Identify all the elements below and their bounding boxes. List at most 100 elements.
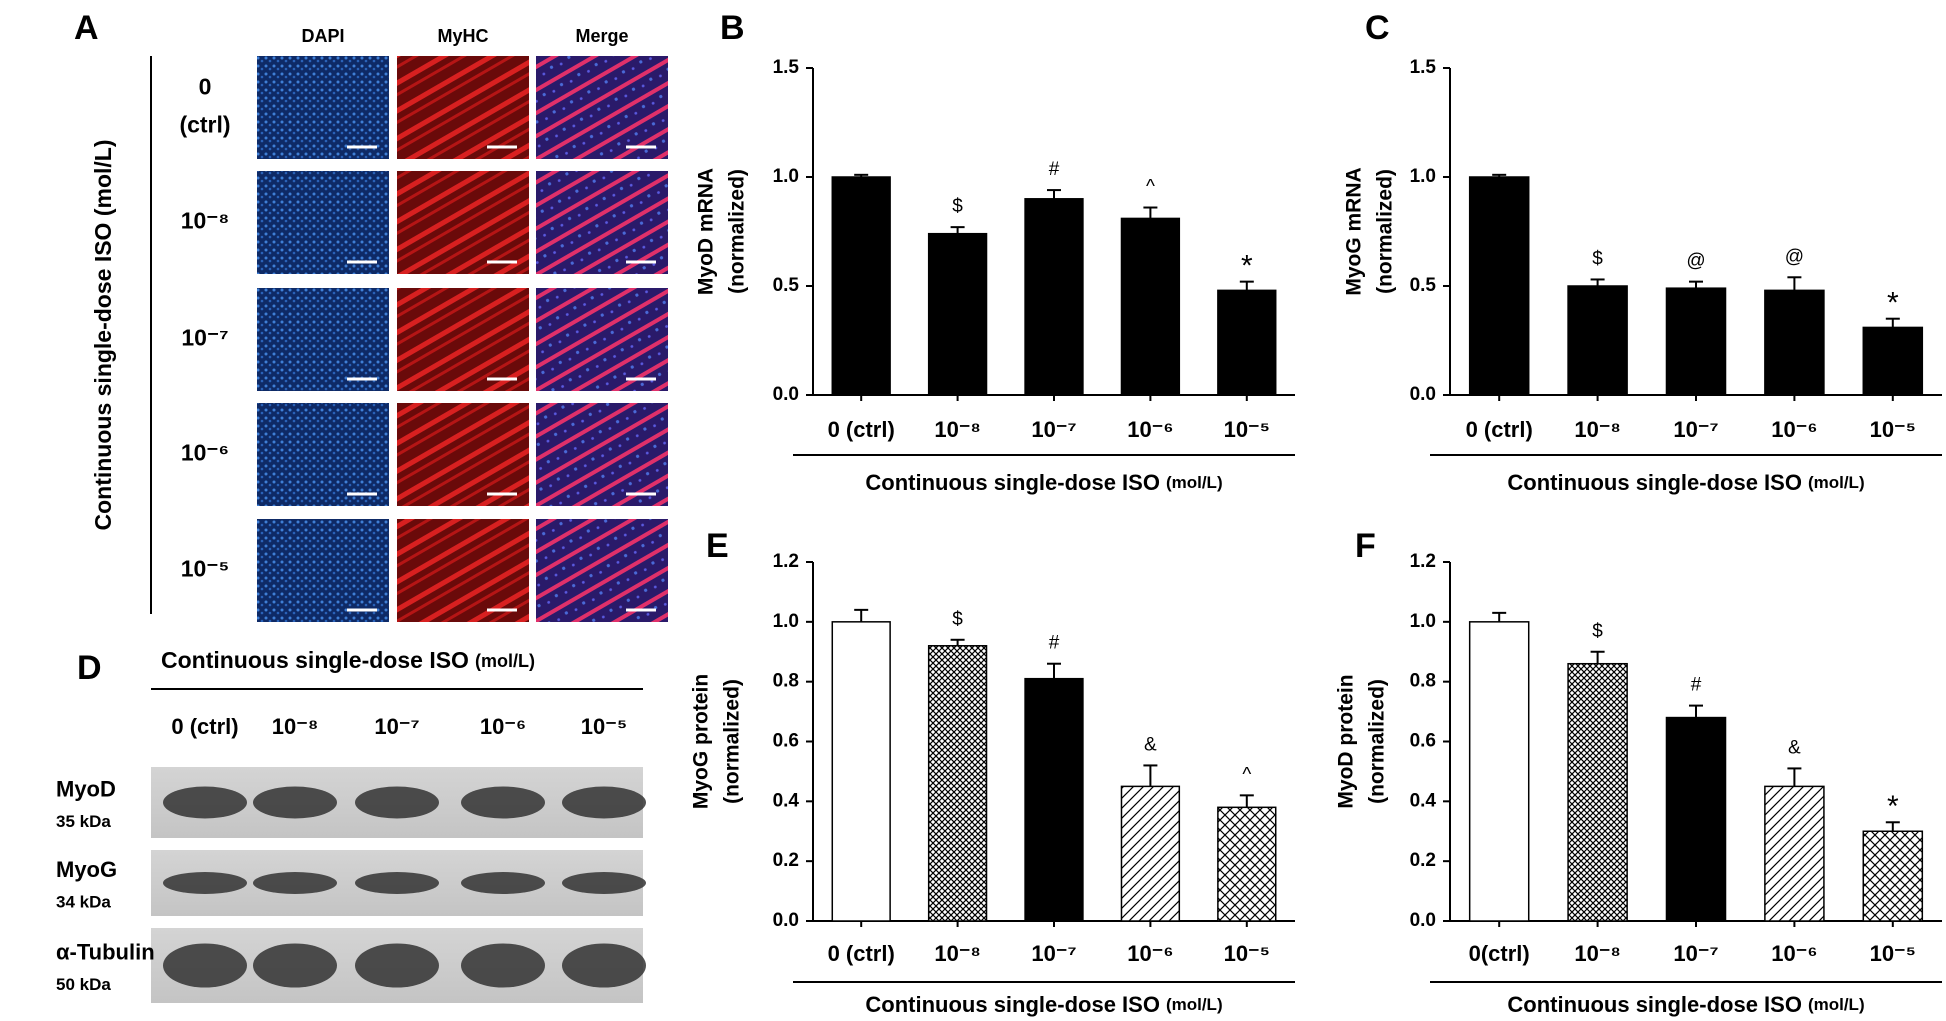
micrograph: [397, 171, 529, 274]
panel-letter: E: [706, 527, 729, 565]
row-label: 0: [199, 74, 212, 100]
bar: [1567, 662, 1628, 922]
significance-mark: @: [1686, 251, 1705, 272]
x-tick-label: 10⁻⁷: [1673, 417, 1718, 442]
significance-mark: #: [1049, 633, 1060, 654]
y-axis-label: (normalized): [726, 169, 749, 294]
bar: [1468, 176, 1530, 396]
lane-label: 10⁻⁵: [581, 714, 627, 739]
row-axis-title: Continuous single-dose ISO (mol/L): [90, 140, 116, 531]
blot-band: [163, 943, 247, 988]
significance-mark: $: [1592, 248, 1603, 269]
x-axis-label-unit: (mol/L): [1808, 473, 1865, 492]
panel-letter: A: [74, 9, 99, 47]
blot-size: 34 kDa: [56, 892, 111, 911]
micrograph: [257, 56, 389, 159]
x-axis-label-unit: (mol/L): [1166, 473, 1223, 492]
blot-name: MyoG: [56, 857, 117, 882]
y-axis-label: (normalized): [1374, 169, 1397, 294]
significance-mark: ^: [1242, 764, 1251, 785]
blot-band: [562, 872, 646, 894]
y-tick-label: 1.0: [773, 611, 799, 632]
y-tick-label: 0.0: [773, 384, 799, 405]
bar: [1665, 716, 1727, 922]
blot-title-unit: (mol/L): [475, 651, 535, 671]
y-tick-label: 0.0: [773, 910, 799, 931]
blot-band: [253, 786, 337, 819]
x-axis-label: Continuous single-dose ISO (mol/L): [865, 992, 1222, 1017]
blot-band: [562, 786, 646, 819]
bar: [1024, 677, 1084, 922]
bar: [1764, 785, 1825, 922]
significance-mark: #: [1049, 159, 1060, 180]
x-tick-label: 10⁻⁶: [1771, 941, 1817, 966]
y-tick-label: 1.0: [1410, 611, 1436, 632]
x-tick-label: 10⁻⁸: [934, 941, 980, 966]
lane-label: 10⁻⁶: [480, 714, 526, 739]
y-tick-label: 1.2: [1410, 551, 1436, 572]
bar: [1468, 621, 1530, 922]
micrograph: [397, 56, 529, 159]
x-tick-label: 10⁻⁶: [1771, 417, 1817, 442]
panel-letter: C: [1365, 9, 1390, 47]
y-tick-label: 0.0: [1410, 384, 1436, 405]
blot-band: [355, 943, 439, 988]
y-tick-label: 0.5: [773, 275, 800, 296]
column-header: MyHC: [437, 26, 488, 46]
x-axis-label: Continuous single-dose ISO (mol/L): [865, 470, 1222, 495]
panel-letter: F: [1355, 527, 1376, 565]
x-axis-label-unit: (mol/L): [1166, 995, 1223, 1014]
micrograph: [536, 171, 668, 274]
x-tick-label: 10⁻⁵: [1224, 941, 1270, 966]
bar: [1862, 326, 1924, 396]
blot-name: α-Tubulin: [56, 939, 155, 964]
significance-mark: #: [1691, 675, 1702, 696]
y-tick-label: 1.2: [773, 551, 799, 572]
micrograph: [257, 171, 389, 274]
micrograph: [397, 519, 529, 622]
x-axis-label: Continuous single-dose ISO (mol/L): [1507, 470, 1864, 495]
y-axis-label: (normalized): [721, 679, 744, 804]
x-tick-label: 10⁻⁷: [1031, 417, 1076, 442]
micrograph: [397, 403, 529, 506]
bar: [831, 621, 891, 922]
y-axis-label: MyoD protein: [1335, 674, 1358, 808]
significance-mark: $: [1592, 621, 1603, 642]
blot-band: [355, 786, 439, 819]
blot-band: [253, 872, 337, 894]
row-label: 10⁻⁷: [181, 325, 228, 351]
significance-mark: ^: [1146, 177, 1155, 198]
x-axis-label-text: Continuous single-dose ISO: [865, 470, 1160, 495]
blot-band: [163, 872, 247, 894]
y-tick-label: 0.8: [773, 671, 799, 692]
blot-band: [461, 786, 545, 819]
y-axis-label: (normalized): [1366, 679, 1389, 804]
blot-title: Continuous single-dose ISO (mol/L): [161, 647, 535, 673]
row-label: (ctrl): [179, 112, 230, 138]
y-axis-label: MyoG protein: [690, 674, 713, 809]
blot-band: [355, 872, 439, 894]
bar: [1120, 785, 1181, 922]
y-tick-label: 0.2: [1410, 850, 1436, 871]
bar: [1217, 806, 1277, 922]
x-tick-label: 10⁻⁶: [1127, 417, 1173, 442]
row-label: 10⁻⁸: [181, 208, 230, 234]
row-label: 10⁻⁵: [181, 556, 230, 582]
y-tick-label: 0.2: [773, 850, 799, 871]
bar: [1217, 289, 1277, 396]
y-axis-label: MyoG mRNA: [1343, 167, 1366, 295]
y-tick-label: 0.4: [773, 790, 800, 811]
bar: [1024, 198, 1084, 396]
blot-name: MyoD: [56, 776, 116, 801]
x-tick-label: 0(ctrl): [1469, 941, 1530, 966]
column-header: Merge: [575, 26, 628, 46]
x-tick-label: 0 (ctrl): [828, 941, 895, 966]
lane-label: 10⁻⁷: [374, 714, 419, 739]
y-tick-label: 0.8: [1410, 671, 1436, 692]
micrograph: [536, 56, 668, 159]
y-tick-label: 0.0: [1410, 910, 1436, 931]
y-tick-label: 1.5: [1410, 57, 1437, 78]
panel-letter: B: [720, 9, 745, 47]
significance-mark: *: [1887, 287, 1899, 320]
